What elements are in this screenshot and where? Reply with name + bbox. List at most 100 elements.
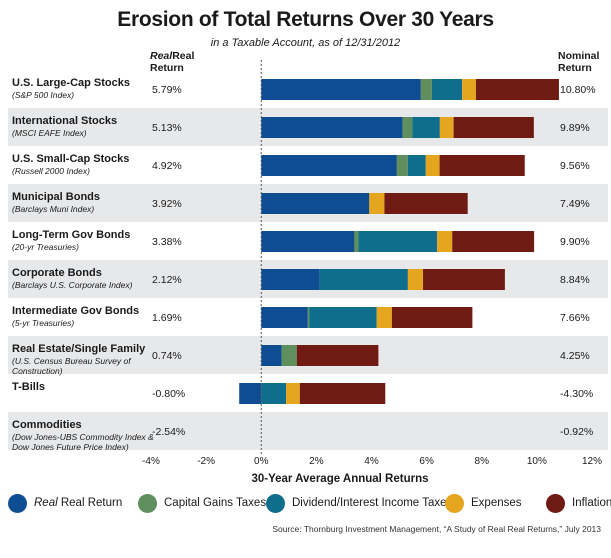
real-return-value: -0.80% [152, 388, 185, 400]
bar-segment [412, 117, 440, 138]
x-tick-label: -4% [142, 456, 160, 467]
legend-label: Expenses [471, 497, 522, 509]
nominal-return-value: -4.30% [560, 388, 593, 400]
category-label: Commodities [12, 419, 82, 431]
category-sublabel: (20-yr Treasuries) [12, 242, 79, 252]
bar-segment [239, 383, 262, 404]
category-label: Real Estate/Single Family [12, 343, 146, 355]
category-sublabel-line: (MSCI EAFE Index) [12, 128, 87, 138]
bar-segment [475, 79, 559, 100]
bar-segment [439, 117, 454, 138]
real-return-column-header: RealReal Return [150, 50, 210, 74]
bar-segment [319, 269, 408, 290]
chart-title: Erosion of Total Returns Over 30 Years [117, 8, 494, 31]
category-sublabel-line: (Barclays U.S. Corporate Index) [12, 280, 133, 290]
category-sublabel-line: (Barclays Muni Index) [12, 204, 94, 214]
bar-segment [299, 383, 386, 404]
source-note: Source: Thornburg Investment Management,… [272, 524, 601, 534]
real-return-value: 3.92% [152, 198, 182, 210]
category-sublabel: (Russell 2000 Index) [12, 166, 90, 176]
category-sublabel: (Barclays U.S. Corporate Index) [12, 280, 133, 290]
legend-label: Capital Gains Taxes [164, 497, 267, 509]
row-bands [8, 108, 608, 450]
category-sublabel: (Barclays Muni Index) [12, 204, 94, 214]
legend-item: Real Real Return [8, 492, 122, 514]
bar-segment [452, 231, 535, 252]
chart-subtitle: in a Taxable Account, as of 12/31/2012 [210, 37, 401, 49]
x-tick-label: 10% [527, 456, 547, 467]
bar-segment [431, 79, 463, 100]
nominal-return-value: 8.84% [560, 274, 590, 286]
category-sublabel: (5-yr Treasuries) [12, 318, 74, 328]
real-return-value: 1.69% [152, 312, 182, 324]
category-label: Corporate Bonds [12, 267, 102, 279]
bar-segment [437, 231, 453, 252]
bar-segment [462, 79, 476, 100]
real-return-value: 5.79% [152, 84, 182, 96]
x-tick-label: 4% [364, 456, 379, 467]
bar-segment [407, 269, 424, 290]
category-sublabel: (S&P 500 Index) [12, 90, 74, 100]
bar-segment [309, 307, 377, 328]
nominal-return-value: 7.49% [560, 198, 590, 210]
x-axis-ticks: -4% -2% 0% 2% 4% 6% 8% 10% 12% [142, 456, 602, 467]
bar-segment [261, 345, 282, 366]
nominal-return-column-header: Nominal Return [558, 50, 600, 74]
bar-segment [358, 231, 438, 252]
bar-segment [261, 155, 397, 176]
bar-segment [396, 155, 408, 176]
legend-swatch [546, 493, 565, 513]
category-sublabel-line: (S&P 500 Index) [12, 90, 74, 100]
bar-segment [420, 79, 432, 100]
legend-item: Capital Gains Taxes [138, 492, 266, 514]
bar-segment [384, 193, 468, 214]
row-band [8, 412, 608, 450]
bar-segment [261, 117, 403, 138]
real-return-value: 0.74% [152, 350, 182, 362]
legend-label: Dividend/Interest Income Taxes [292, 497, 453, 509]
bar-segment [261, 383, 287, 404]
category-label: Intermediate Gov Bonds [12, 305, 139, 317]
category-sublabel-line: (U.S. Census Bureau Survey of [12, 356, 132, 366]
real-return-value: 2.12% [152, 274, 182, 286]
nominal-return-value: 9.89% [560, 122, 590, 134]
x-tick-label: 8% [475, 456, 490, 467]
real-header-italic: Real [150, 50, 173, 62]
bar-segment [391, 307, 473, 328]
category-sublabel-line: Dow Jones Future Price Index) [12, 442, 129, 452]
bar-segment [307, 307, 310, 328]
legend-item: Inflation [546, 492, 611, 514]
legend-swatch [445, 493, 464, 513]
bar-segment [423, 269, 505, 290]
real-return-value: 4.92% [152, 160, 182, 172]
legend-swatch [138, 493, 157, 513]
bar-segment [261, 231, 355, 252]
legend: Real Real Return Capital Gains Taxes Divid… [8, 492, 611, 514]
nominal-return-value: 10.80% [560, 84, 596, 96]
bar-segment [369, 193, 385, 214]
x-tick-label: 0% [254, 456, 269, 467]
nominal-return-value: 4.25% [560, 350, 590, 362]
category-sublabel: (U.S. Census Bureau Survey of Constructio… [12, 356, 132, 376]
category-label: U.S. Small-Cap Stocks [12, 153, 129, 165]
category-sublabel-line: Construction) [12, 366, 63, 376]
bar-segment [453, 117, 534, 138]
legend-item: Expenses [445, 492, 522, 514]
bar-segment [376, 307, 392, 328]
x-tick-label: -2% [197, 456, 215, 467]
bar-segment [425, 155, 440, 176]
legend-swatch [8, 493, 27, 513]
bar-segment [261, 79, 421, 100]
bar-segment [296, 345, 379, 366]
nominal-return-value: 9.90% [560, 236, 590, 248]
x-tick-label: 6% [419, 456, 434, 467]
legend-label: Real Real Return [34, 497, 123, 509]
legend-label: Inflation [572, 497, 611, 509]
row-labels: U.S. Large-Cap Stocks(S&P 500 Index) 5.79… [12, 77, 596, 452]
category-label: International Stocks [12, 115, 117, 127]
bar-segment [402, 117, 413, 138]
category-sublabel-line: (20-yr Treasuries) [12, 242, 79, 252]
bar-segment [261, 269, 320, 290]
bar-segment [439, 155, 525, 176]
x-tick-label: 12% [582, 456, 602, 467]
